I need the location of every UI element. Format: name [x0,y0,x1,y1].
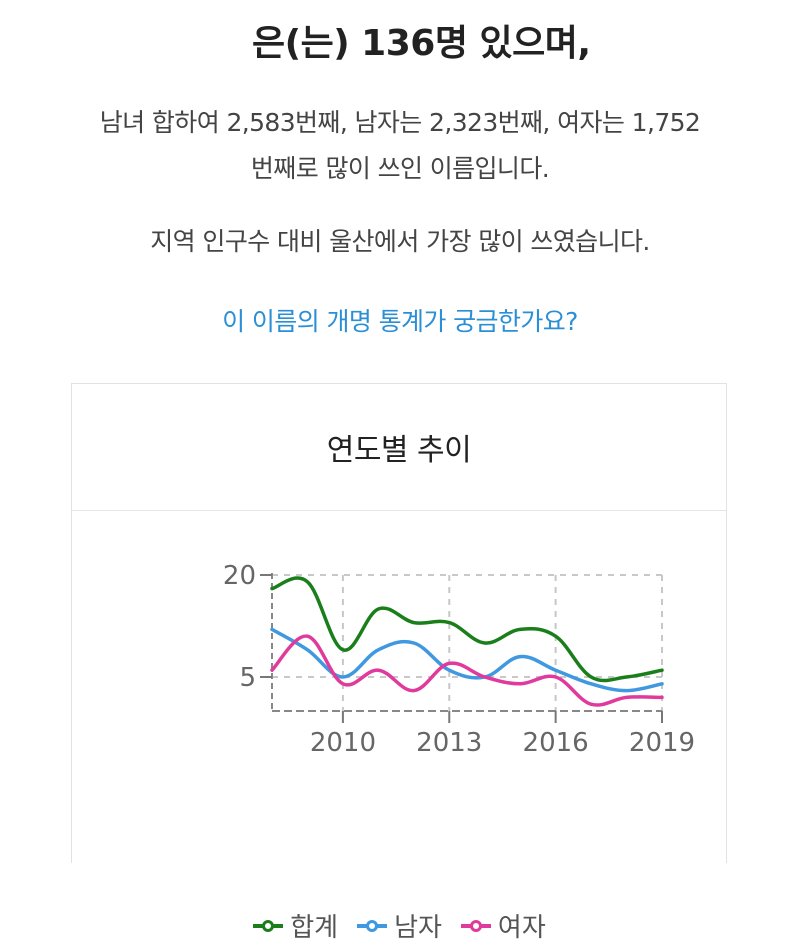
series-line-total [270,576,664,683]
series-line-female [270,634,664,707]
rename-statistics-link[interactable]: 이 이름의 개명 통계가 궁금한가요? [222,307,578,336]
x-tick-label: 2010 [310,728,376,758]
series-line-male [270,627,664,693]
rank-summary-line-2: 번째로 많이 쓰인 이름입니다. [250,154,550,183]
legend-label: 합계 [290,913,339,943]
line-circle-marker-icon [253,919,284,932]
name-placeholder [0,25,252,65]
headline: 은(는) 136명 있으며, [0,14,800,66]
headline-count-text: 은(는) 136명 있으며, [252,23,591,64]
rank-summary: 남녀 합하여 2,583번째, 남자는 2,323번째, 여자는 1,752 번… [30,100,770,192]
x-tick-label: 2013 [416,728,482,758]
chart-legend: 합계 남자 여자 [72,907,726,944]
line-circle-marker-icon [357,919,388,932]
yearly-trend-card: 연도별 추이 5 20 2010 2013 2016 2019 합계 남자 여자 [71,383,727,943]
rank-summary-line-1: 남녀 합하여 2,583번째, 남자는 2,323번째, 여자는 1,752 [99,108,701,137]
legend-label: 여자 [497,913,546,943]
chart-grid [272,574,663,711]
legend-label: 남자 [394,913,442,943]
y-tick-label: 5 [239,663,256,693]
legend-item-female[interactable]: 여자 [460,907,546,944]
y-tick-label: 20 [223,561,256,591]
legend-item-male[interactable]: 남자 [356,907,442,944]
region-summary: 지역 인구수 대비 울산에서 가장 많이 쓰였습니다. [150,227,650,256]
yearly-trend-chart: 5 20 2010 2013 2016 2019 합계 남자 여자 [72,511,726,943]
line-circle-marker-icon [460,919,491,932]
x-tick-label: 2016 [523,728,589,758]
card-title: 연도별 추이 [72,384,726,511]
x-tick-label: 2019 [629,728,695,758]
chart-axes: 5 20 2010 2013 2016 2019 [223,561,695,758]
legend-item-total[interactable]: 합계 [252,907,338,944]
